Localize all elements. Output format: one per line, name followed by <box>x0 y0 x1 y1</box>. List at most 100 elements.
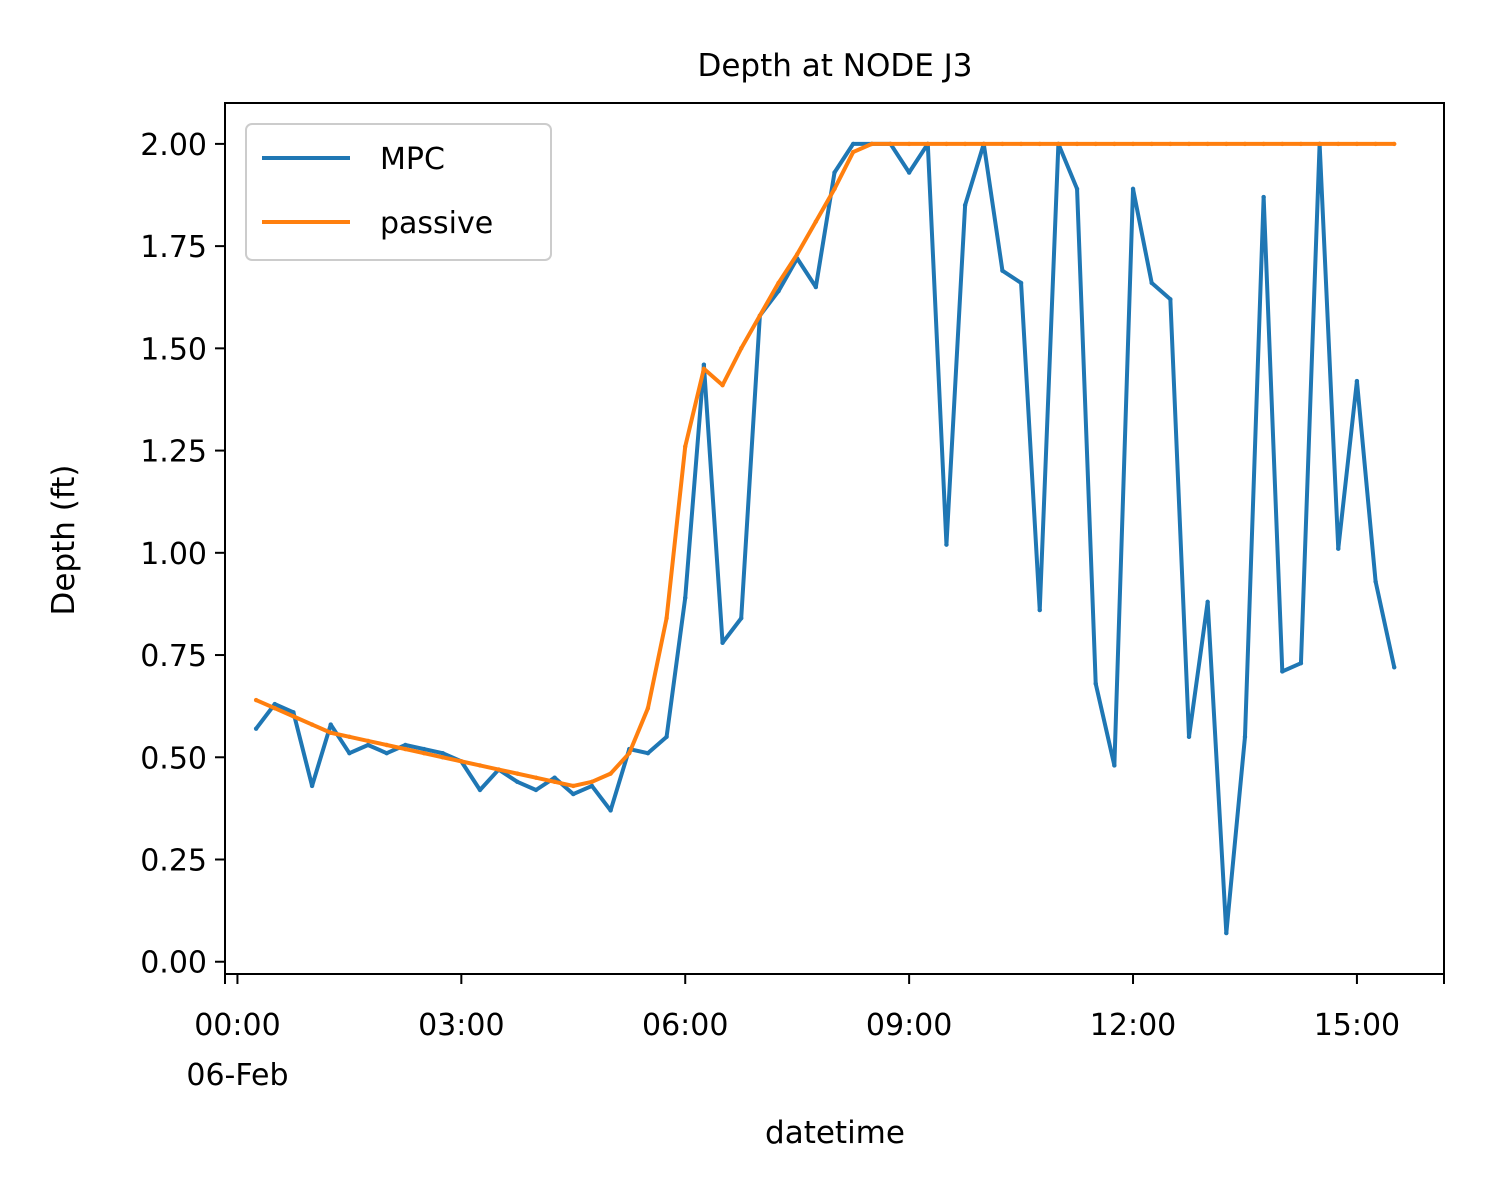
data-point-passive <box>1336 142 1340 146</box>
data-point-passive <box>478 763 482 767</box>
data-point-passive <box>1187 142 1191 146</box>
data-point-MPC <box>1280 669 1284 673</box>
data-point-MPC <box>814 285 818 289</box>
data-point-passive <box>496 767 500 771</box>
data-point-MPC <box>1261 195 1265 199</box>
data-point-MPC <box>1168 297 1172 301</box>
data-point-passive <box>1373 142 1377 146</box>
data-point-passive <box>329 731 333 735</box>
x-tick-sublabel: 06-Feb <box>186 1058 288 1093</box>
data-point-MPC <box>664 735 668 739</box>
y-tick-label: 0.25 <box>140 844 207 879</box>
data-point-passive <box>851 150 855 154</box>
data-point-passive <box>608 771 612 775</box>
data-point-MPC <box>478 788 482 792</box>
data-point-MPC <box>590 784 594 788</box>
data-point-passive <box>1317 142 1321 146</box>
data-point-MPC <box>1038 608 1042 612</box>
data-point-MPC <box>608 808 612 812</box>
data-point-MPC <box>1355 379 1359 383</box>
data-point-passive <box>683 444 687 448</box>
data-point-MPC <box>646 751 650 755</box>
data-point-MPC <box>552 776 556 780</box>
legend: MPC passive <box>246 124 551 260</box>
x-tick-label: 15:00 <box>1314 1008 1400 1043</box>
y-tick-label: 0.00 <box>140 946 207 981</box>
data-point-passive <box>832 187 836 191</box>
y-axis-label: Depth (ft) <box>46 465 82 616</box>
y-tick-label: 1.00 <box>140 537 207 572</box>
y-tick-label: 1.25 <box>140 435 207 470</box>
data-point-MPC <box>1000 268 1004 272</box>
y-tick-label: 2.00 <box>140 128 207 163</box>
data-point-passive <box>422 751 426 755</box>
data-point-passive <box>291 714 295 718</box>
data-point-passive <box>534 776 538 780</box>
data-point-MPC <box>422 747 426 751</box>
y-tick-label: 0.75 <box>140 639 207 674</box>
x-tick-label: 12:00 <box>1090 1008 1176 1043</box>
data-point-passive <box>1112 142 1116 146</box>
data-point-MPC <box>1224 931 1228 935</box>
data-point-passive <box>385 743 389 747</box>
data-point-passive <box>944 142 948 146</box>
data-point-passive <box>366 739 370 743</box>
data-point-passive <box>440 755 444 759</box>
data-point-MPC <box>851 142 855 146</box>
data-point-MPC <box>1373 579 1377 583</box>
data-point-MPC <box>347 751 351 755</box>
data-point-passive <box>795 252 799 256</box>
data-point-MPC <box>1205 600 1209 604</box>
data-point-MPC <box>440 751 444 755</box>
y-tick-label: 1.75 <box>140 230 207 265</box>
data-point-MPC <box>1112 763 1116 767</box>
data-point-MPC <box>1149 281 1153 285</box>
data-point-passive <box>1019 142 1023 146</box>
data-point-MPC <box>832 170 836 174</box>
data-point-MPC <box>739 616 743 620</box>
data-point-passive <box>907 142 911 146</box>
data-point-MPC <box>329 722 333 726</box>
data-point-MPC <box>385 751 389 755</box>
data-point-passive <box>347 735 351 739</box>
data-point-passive <box>1355 142 1359 146</box>
series-line-MPC <box>256 144 1394 933</box>
data-point-passive <box>1149 142 1153 146</box>
legend-label-passive: passive <box>380 206 493 241</box>
data-point-passive <box>403 747 407 751</box>
data-point-MPC <box>1187 735 1191 739</box>
chart-title: Depth at NODE J3 <box>697 48 972 84</box>
x-tick-label: 09:00 <box>866 1008 952 1043</box>
data-point-passive <box>664 616 668 620</box>
data-point-passive <box>273 706 277 710</box>
data-point-passive <box>590 780 594 784</box>
x-axis-label: datetime <box>765 1115 905 1151</box>
data-point-MPC <box>254 726 258 730</box>
data-point-MPC <box>702 363 706 367</box>
data-point-MPC <box>1131 187 1135 191</box>
x-axis: 00:00 06-Feb 03:00 06:00 09:00 12:00 15:00 <box>186 974 1444 1093</box>
data-point-MPC <box>403 743 407 747</box>
legend-label-MPC: MPC <box>380 142 445 177</box>
y-axis: 0.00 0.25 0.50 0.75 1.00 1.25 1.50 1.75 2.00 <box>140 128 225 981</box>
data-point-passive <box>888 142 892 146</box>
data-point-passive <box>1075 142 1079 146</box>
data-point-passive <box>1038 142 1042 146</box>
x-tick-label: 03:00 <box>418 1008 504 1043</box>
data-point-MPC <box>1243 735 1247 739</box>
data-point-MPC <box>1075 187 1079 191</box>
data-point-passive <box>720 383 724 387</box>
y-tick-label: 1.50 <box>140 332 207 367</box>
data-point-MPC <box>571 792 575 796</box>
data-point-passive <box>1392 142 1396 146</box>
data-point-MPC <box>1392 665 1396 669</box>
data-point-MPC <box>683 596 687 600</box>
data-point-MPC <box>907 170 911 174</box>
y-tick-label: 0.50 <box>140 741 207 776</box>
data-point-MPC <box>1094 681 1098 685</box>
x-tick-label: 00:00 <box>194 1008 280 1043</box>
data-point-passive <box>1131 142 1135 146</box>
data-point-MPC <box>366 743 370 747</box>
data-point-passive <box>814 219 818 223</box>
